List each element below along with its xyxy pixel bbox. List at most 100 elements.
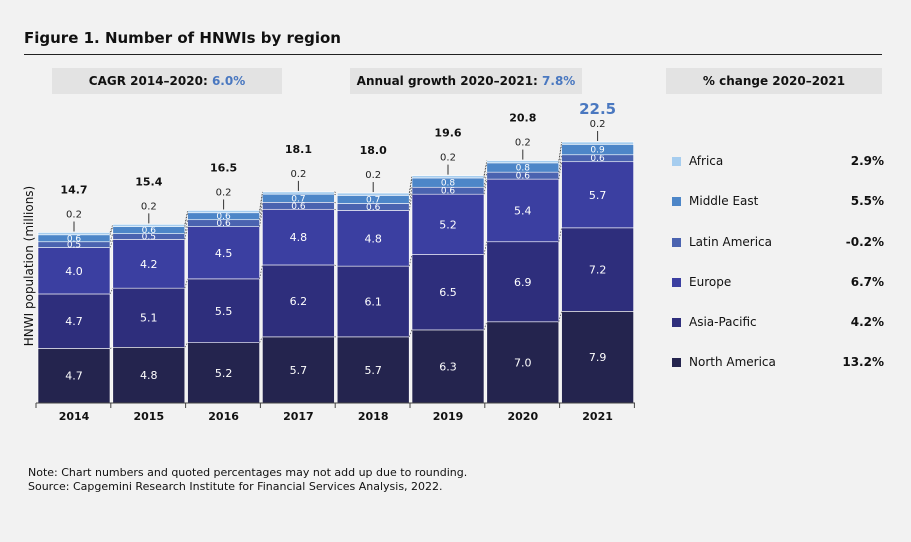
value-label-asia-pacific-2015: 5.1 <box>140 312 158 325</box>
figure-title: Figure 1. Number of HNWIs by region <box>24 29 341 47</box>
connector-1-2 <box>184 278 188 289</box>
legend-change-europe: 6.7% <box>850 275 884 289</box>
value-label-africa-2020: 0.2 <box>515 138 531 149</box>
connector-3-4 <box>334 201 338 204</box>
value-label-africa-2019: 0.2 <box>440 153 456 164</box>
value-label-middle-east-2019: 0.8 <box>441 179 456 189</box>
bar-north-america-2015 <box>112 347 186 404</box>
value-label-middle-east-2021: 0.9 <box>590 146 605 156</box>
bar-africa-2015 <box>112 224 186 227</box>
legend-label-europe: Europe <box>689 275 732 289</box>
connector-1-5 <box>184 212 188 227</box>
value-label-latin-america-2021: 0.6 <box>590 154 605 164</box>
connector-1-6 <box>184 210 188 225</box>
legend-item-north-america: North America 13.2% <box>672 353 884 371</box>
connector-2-1 <box>259 336 263 343</box>
bar-north-america-2017 <box>262 336 335 404</box>
connector-4-1 <box>408 329 413 338</box>
value-label-europe-2017: 4.8 <box>290 231 308 244</box>
x-tick-label-2021: 2021 <box>582 410 613 423</box>
annual-growth-label: Annual growth 2020–2021: <box>356 74 538 88</box>
cagr-badge: CAGR 2014–2020: 6.0% <box>52 68 282 94</box>
connector-0-3 <box>109 239 114 248</box>
x-tick-label-2014: 2014 <box>59 410 90 423</box>
value-label-latin-america-2014: 0.5 <box>67 241 81 251</box>
bar-north-america-2021 <box>561 311 634 404</box>
stacked-bar-chart: 4.74.74.00.50.64.85.14.20.50.65.25.54.50… <box>22 100 635 423</box>
value-label-africa-2021: 0.2 <box>590 119 606 130</box>
connector-6-1 <box>558 311 562 322</box>
value-label-europe-2019: 5.2 <box>439 218 457 231</box>
value-label-north-america-2016: 5.2 <box>215 367 233 380</box>
value-label-europe-2020: 5.4 <box>514 204 532 217</box>
annual-growth-badge: Annual growth 2020–2021: 7.8% <box>350 68 582 94</box>
y-axis-label: HNWI population (millions) <box>22 186 36 346</box>
legend-change-middle-east: 5.5% <box>850 194 884 208</box>
value-label-latin-america-2017: 0.6 <box>291 202 306 212</box>
connector-3-3 <box>334 208 338 211</box>
legend-swatch-europe <box>672 277 681 287</box>
bar-africa-2017 <box>262 191 335 195</box>
legend-item-europe: Europe 6.7% <box>672 273 884 291</box>
legend-item-latin-america: Latin America -0.2% <box>672 233 884 251</box>
connector-1-4 <box>184 219 188 234</box>
value-label-africa-2016: 0.2 <box>216 187 232 198</box>
legend-change-africa: 2.9% <box>850 154 884 168</box>
legend-swatch-middle-east <box>672 196 681 206</box>
bar-asia-pacific-2019 <box>411 254 485 331</box>
rounding-note: Note: Chart numbers and quoted percentag… <box>28 466 468 479</box>
legend-swatch-latin-america <box>672 237 681 247</box>
connector-4-5 <box>408 177 413 196</box>
value-label-asia-pacific-2018: 6.1 <box>364 296 382 309</box>
x-tick-label-2019: 2019 <box>433 410 464 423</box>
connector-5-3 <box>483 179 488 195</box>
bar-asia-pacific-2017 <box>262 264 335 338</box>
x-tick-label-2018: 2018 <box>358 410 389 423</box>
bar-north-america-2014 <box>37 348 111 404</box>
value-label-africa-2018: 0.2 <box>365 170 381 181</box>
bar-europe-2015 <box>112 239 186 289</box>
bar-asia-pacific-2014 <box>37 293 111 349</box>
connector-0-6 <box>109 224 114 233</box>
value-label-middle-east-2016: 0.6 <box>216 212 231 222</box>
bar-africa-2020 <box>486 160 560 164</box>
bar-asia-pacific-2021 <box>561 227 634 312</box>
value-label-asia-pacific-2014: 4.7 <box>65 315 83 328</box>
connector-5-5 <box>483 162 488 179</box>
connector-3-2 <box>334 264 338 267</box>
value-label-north-america-2021: 7.9 <box>589 351 607 364</box>
bar-africa-2021 <box>561 141 634 145</box>
total-label-2016: 16.5 <box>210 161 237 174</box>
value-label-north-america-2019: 6.3 <box>439 360 457 373</box>
connector-4-2 <box>408 254 413 267</box>
value-label-middle-east-2017: 0.7 <box>291 194 305 204</box>
connector-0-1 <box>109 346 113 349</box>
annual-growth-value: 7.8% <box>542 74 576 88</box>
connector-5-2 <box>483 241 488 255</box>
source-note: Source: Capgemini Research Institute for… <box>28 480 443 493</box>
chart-notes: Note: Chart numbers and quoted percentag… <box>28 466 467 494</box>
value-label-asia-pacific-2017: 6.2 <box>290 295 308 308</box>
value-label-north-america-2014: 4.7 <box>65 370 83 383</box>
value-label-middle-east-2014: 0.6 <box>67 234 82 244</box>
value-label-africa-2014: 0.2 <box>66 209 82 220</box>
connector-3-5 <box>334 193 338 196</box>
connector-0-4 <box>109 233 114 242</box>
connector-0-2 <box>109 288 114 295</box>
pct-change-header: % change 2020–2021 <box>666 68 882 94</box>
bar-asia-pacific-2015 <box>112 287 186 348</box>
value-label-latin-america-2015: 0.5 <box>142 233 156 243</box>
pct-change-label: % change 2020–2021 <box>702 74 846 88</box>
value-label-latin-america-2016: 0.6 <box>216 219 231 229</box>
legend-item-africa: Africa 2.9% <box>672 152 884 170</box>
legend-change-asia-pacific: 4.2% <box>850 315 884 329</box>
value-label-africa-2017: 0.2 <box>290 169 306 180</box>
value-label-asia-pacific-2016: 5.5 <box>215 305 233 318</box>
bar-europe-2020 <box>486 178 560 243</box>
x-tick-label-2020: 2020 <box>507 410 538 423</box>
connector-5-1 <box>483 321 488 331</box>
value-label-europe-2016: 4.5 <box>215 247 233 260</box>
x-tick-label-2017: 2017 <box>283 410 314 423</box>
legend-label-middle-east: Middle East <box>689 194 759 208</box>
legend-label-north-america: North America <box>689 355 776 369</box>
